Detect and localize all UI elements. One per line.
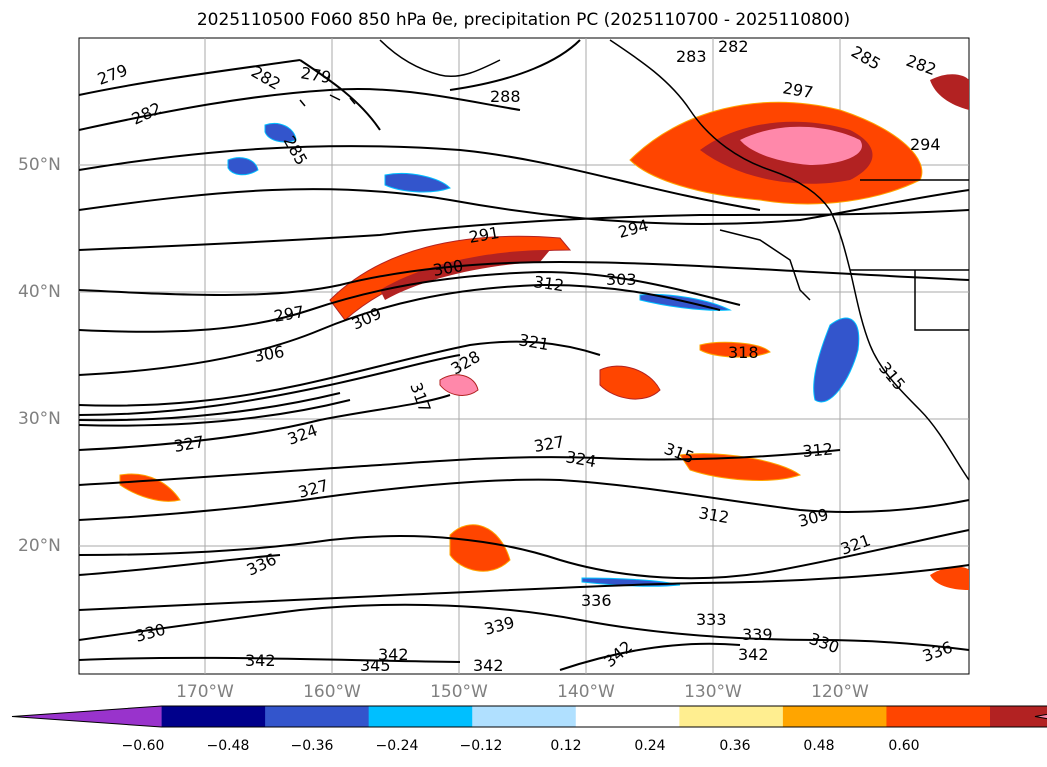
lat-label-40n: 40°N: [18, 282, 61, 302]
svg-text:312: 312: [532, 272, 565, 295]
colorbar-segment: [782, 706, 887, 727]
lat-label-50n: 50°N: [18, 155, 61, 175]
weather-map: 279 282 279 282 285 288 282 283 285 282 …: [78, 37, 970, 675]
lon-label-160w: 160°W: [303, 682, 361, 702]
theta-e-contours: [78, 39, 970, 671]
svg-text:342: 342: [473, 656, 504, 675]
colorbar-extend-high: [1035, 714, 1047, 719]
svg-text:333: 333: [696, 610, 727, 629]
colorbar-segment: [368, 706, 473, 727]
lon-label-170w: 170°W: [176, 682, 234, 702]
svg-text:303: 303: [606, 270, 637, 289]
lon-label-130w: 130°W: [684, 682, 742, 702]
svg-text:318: 318: [728, 343, 759, 362]
colorbar-segment: [990, 706, 1047, 727]
svg-text:336: 336: [581, 591, 612, 610]
colorbar-tick: 0.12: [550, 738, 582, 754]
colorbar-segment: [679, 706, 784, 727]
precip-positive: [119, 74, 969, 590]
svg-text:283: 283: [676, 47, 707, 66]
lon-label-120w: 120°W: [811, 682, 869, 702]
colorbar-tick: −0.48: [206, 738, 250, 754]
colorbar-tick: −0.60: [121, 738, 165, 754]
svg-text:342: 342: [245, 651, 276, 670]
colorbar-outline: [11, 705, 1047, 728]
colorbar-segment: [472, 706, 577, 727]
svg-text:288: 288: [490, 87, 521, 106]
lat-label-30n: 30°N: [18, 409, 61, 429]
lat-label-20n: 20°N: [18, 536, 61, 556]
svg-text:282: 282: [718, 37, 749, 56]
svg-text:342: 342: [738, 645, 769, 664]
colorbar-segment: [575, 706, 680, 727]
map-title: 2025110500 F060 850 hPa θe, precipitatio…: [196, 10, 851, 30]
colorbar-tick: 0.60: [888, 738, 920, 754]
colorbar-tick: −0.24: [375, 738, 419, 754]
svg-text:339: 339: [742, 625, 773, 644]
colorbar-tick: −0.12: [459, 738, 503, 754]
colorbar-tick: −0.36: [290, 738, 334, 754]
colorbar-tick: 0.48: [803, 738, 835, 754]
svg-text:342: 342: [378, 645, 409, 664]
lon-label-140w: 140°W: [557, 682, 615, 702]
colorbar-segment: [265, 706, 370, 727]
colorbar-tick: 0.24: [634, 738, 666, 754]
svg-text:312: 312: [802, 439, 834, 461]
svg-text:294: 294: [910, 135, 941, 154]
lon-label-150w: 150°W: [430, 682, 488, 702]
coastlines: [299, 39, 970, 481]
colorbar-segment: [161, 706, 266, 727]
colorbar-extend-low: [12, 706, 162, 727]
colorbar-segment: [886, 706, 991, 727]
svg-text:345: 345: [360, 656, 391, 675]
colorbar-tick: 0.36: [719, 738, 751, 754]
